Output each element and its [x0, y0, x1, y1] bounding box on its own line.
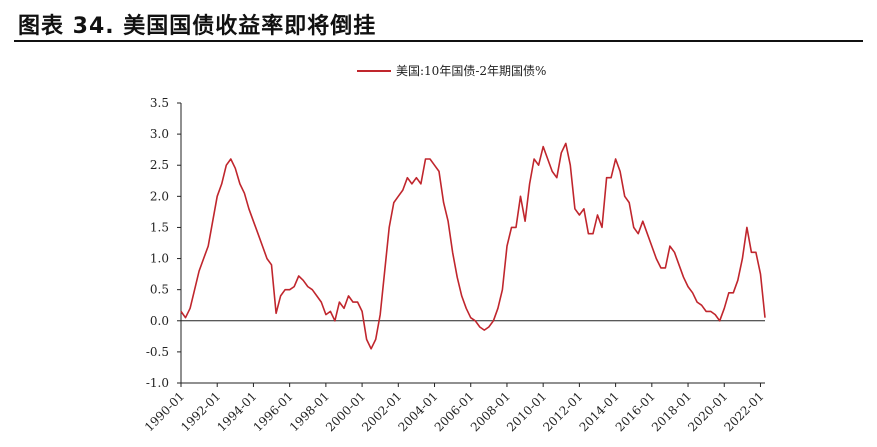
y-tick-label: 1.5	[150, 220, 169, 234]
y-tick-label: 2.0	[150, 189, 169, 203]
series-line	[180, 142, 766, 350]
y-tick-label: -0.5	[146, 345, 169, 359]
y-tick-label: 0.0	[150, 314, 169, 328]
x-tick-label: 2022-01	[721, 389, 766, 434]
y-tick-label: 3.5	[150, 96, 169, 110]
y-tick-label: 1.0	[150, 252, 169, 266]
legend: 美国:10年国债-2年期国债%	[357, 64, 546, 78]
y-tick-label: 3.0	[150, 127, 169, 141]
title-underline	[14, 40, 863, 42]
legend-label: 美国:10年国债-2年期国债%	[396, 64, 546, 78]
series-group	[180, 142, 766, 350]
y-tick-label: 0.5	[150, 283, 169, 297]
y-tick-label: -1.0	[146, 376, 169, 390]
figure-title: 图表 34. 美国国债收益率即将倒挂	[18, 14, 377, 39]
y-tick-label: 2.5	[150, 158, 169, 172]
